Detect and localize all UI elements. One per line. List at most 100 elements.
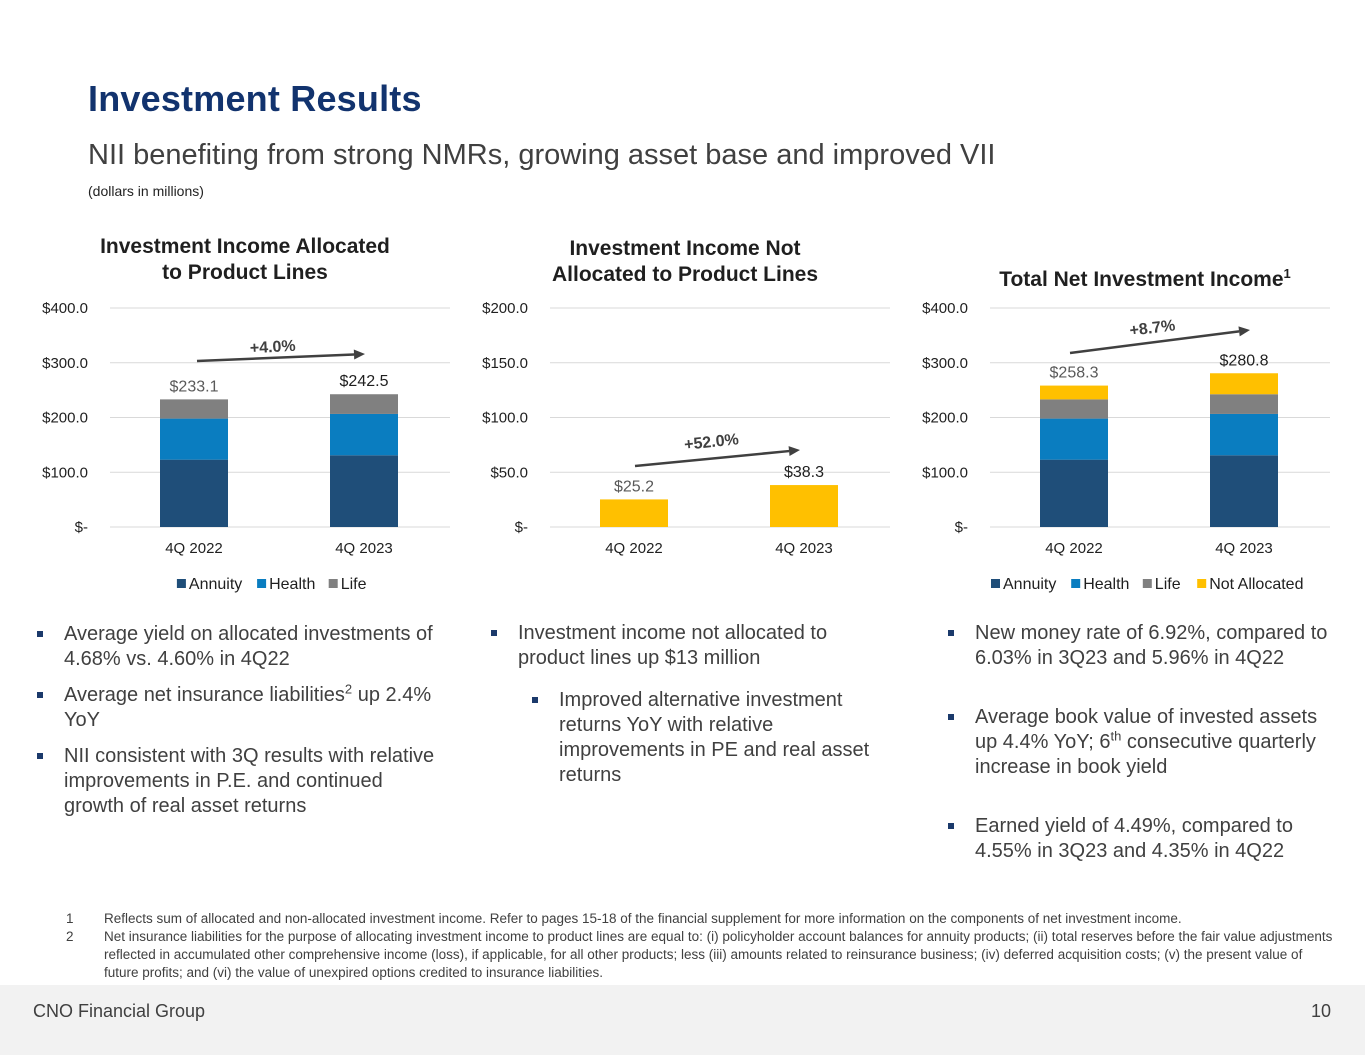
- growth-arrow-line: [634, 449, 790, 468]
- chart-2-title-line2: Allocated to Product Lines: [551, 263, 819, 286]
- legend-swatch-annuity: [991, 579, 1000, 588]
- bar-health-4q-2022: [1040, 418, 1108, 460]
- y-tick-label: $100.0: [482, 410, 528, 427]
- bullet-alt-investment-returns: Improved alternative investment returns …: [532, 688, 889, 788]
- y-tick-label: $300.0: [922, 355, 968, 372]
- footer-bar: CNO Financial Group 10: [0, 985, 1365, 1055]
- bullet-avg-yield: Average yield on allocated investments o…: [37, 622, 442, 672]
- legend-label-health: Health: [269, 576, 315, 593]
- growth-arrow-head: [788, 446, 800, 457]
- chart-1-title-line1: Investment Income Allocated: [100, 235, 390, 258]
- bullet-not-allocated-income: Investment income not allocated to produ…: [491, 621, 858, 671]
- page-title: Investment Results: [88, 78, 422, 119]
- bar-not-allocated-4q-2022: [600, 499, 668, 527]
- bar-total-label: $258.3: [1050, 365, 1099, 382]
- chart-allocated: $- $100.0 $200.0 $300.0 $400.0 $233.1 4Q 2022 $…: [42, 300, 450, 593]
- page-subtitle: NII benefiting from strong NMRs, growing…: [88, 139, 996, 171]
- growth-label: +52.0%: [683, 431, 739, 454]
- footnotes: 1 Reflects sum of allocated and non-allo…: [66, 910, 1336, 982]
- legend-label-health: Health: [1083, 576, 1129, 593]
- y-tick-label: $-: [75, 519, 88, 536]
- growth-label: +4.0%: [249, 338, 296, 357]
- bar-total-label: $233.1: [170, 378, 219, 395]
- bullet-book-value: Average book value of invested assets up…: [948, 705, 1343, 780]
- legend-swatch-life: [1142, 579, 1152, 588]
- bullets-col3: New money rate of 6.92%, compared to 6.0…: [948, 621, 1343, 864]
- y-tick-label: $200.0: [482, 300, 528, 317]
- bullet-text: Average net insurance liabilities: [64, 684, 345, 706]
- legend-label-life: Life: [1155, 576, 1181, 593]
- x-tick-label: 4Q 2022: [605, 540, 663, 557]
- y-tick-label: $200.0: [42, 410, 88, 427]
- bar-life-4q-2022: [160, 399, 228, 419]
- bar-total-label: $38.3: [784, 464, 824, 481]
- x-tick-label: 4Q 2023: [335, 540, 393, 557]
- footnote-number: 1: [66, 911, 74, 926]
- legend-label-annuity: Annuity: [189, 576, 242, 593]
- bar-not-allocated-4q-2023: [770, 485, 838, 527]
- bullet-nii-consistent: NII consistent with 3Q results with rela…: [37, 744, 442, 819]
- legend-swatch-life: [328, 579, 338, 588]
- y-tick-label: $100.0: [922, 464, 968, 481]
- legend-swatch-health: [257, 579, 267, 588]
- chart-1-title: Investment Income Allocated to Product L…: [60, 234, 430, 286]
- bar-health-4q-2023: [1210, 413, 1278, 456]
- bar-total-label: $280.8: [1220, 352, 1269, 369]
- bar-life-4q-2023: [330, 394, 398, 414]
- legend-label-life: Life: [341, 576, 367, 593]
- y-tick-label: $100.0: [42, 464, 88, 481]
- bar-health-4q-2023: [330, 413, 398, 456]
- bullets-col1: Average yield on allocated investments o…: [37, 622, 442, 819]
- footnote-text: Reflects sum of allocated and non-alloca…: [104, 911, 1182, 926]
- chart-3-title-text: Total Net Investment Income: [999, 268, 1284, 291]
- chart-2-title: Investment Income Not Allocated to Produ…: [500, 236, 870, 288]
- chart-total-nii: $- $100.0 $200.0 $300.0 $400.0 $258.3 4Q 2022 $…: [922, 300, 1330, 593]
- bar-health-4q-2022: [160, 418, 228, 460]
- bar-life-4q-2023: [1210, 394, 1278, 414]
- footnote-ref: 2: [344, 681, 353, 697]
- chart-3-title-footnote-ref: 1: [1283, 266, 1291, 281]
- chart-2-title-line1: Investment Income Not: [569, 237, 801, 260]
- y-tick-label: $200.0: [922, 410, 968, 427]
- x-tick-label: 4Q 2022: [1045, 540, 1103, 557]
- legend-swatch-health: [1071, 579, 1081, 588]
- legend-label-annuity: Annuity: [1003, 576, 1056, 593]
- bar-annuity-4q-2023: [330, 455, 398, 527]
- footnote-1: 1 Reflects sum of allocated and non-allo…: [66, 910, 1336, 928]
- bar-annuity-4q-2022: [1040, 459, 1108, 527]
- legend-swatch-annuity: [176, 579, 186, 588]
- bar-not-allocated-4q-2022: [1040, 385, 1108, 400]
- company-name: CNO Financial Group: [33, 1001, 206, 1021]
- chart-3-title: Total Net Investment Income1: [945, 261, 1345, 293]
- bar-life-4q-2022: [1040, 399, 1108, 419]
- bar-not-allocated-4q-2023: [1210, 373, 1278, 395]
- chart-not-allocated: $- $50.0 $100.0 $150.0 $200.0 $25.2 4Q 2022 $38…: [482, 300, 890, 557]
- x-tick-label: 4Q 2022: [165, 540, 223, 557]
- x-tick-label: 4Q 2023: [775, 540, 833, 557]
- footnote-text: Net insurance liabilities for the purpos…: [104, 929, 1333, 980]
- growth-arrow-line: [1069, 330, 1240, 355]
- page-number: 10: [1310, 1001, 1331, 1021]
- bullet-new-money-rate: New money rate of 6.92%, compared to 6.0…: [948, 621, 1340, 671]
- footnote-number: 2: [66, 929, 74, 944]
- y-tick-label: $-: [955, 519, 968, 536]
- y-tick-label: $400.0: [42, 300, 88, 317]
- bar-annuity-4q-2022: [160, 459, 228, 527]
- chart-1-title-line2: to Product Lines: [162, 261, 328, 284]
- y-tick-label: $-: [515, 519, 528, 536]
- y-tick-label: $150.0: [482, 355, 528, 372]
- x-tick-label: 4Q 2023: [1215, 540, 1273, 557]
- y-tick-label: $400.0: [922, 300, 968, 317]
- bullet-text: Average book value of invested assets up…: [975, 706, 1318, 753]
- bar-total-label: $242.5: [340, 373, 389, 390]
- bar-total-label: $25.2: [614, 478, 654, 495]
- y-tick-label: $50.0: [490, 464, 528, 481]
- growth-label: +8.7%: [1129, 317, 1177, 339]
- growth-arrow-line: [196, 353, 355, 363]
- bullet-text: up 2.4% YoY: [64, 684, 432, 731]
- bullets-col2: Investment income not allocated to produ…: [491, 621, 891, 788]
- bullet-earned-yield: Earned yield of 4.49%, compared to 4.55%…: [948, 814, 1320, 864]
- bullet-net-liabilities: Average net insurance liabilities2 up 2.…: [37, 681, 442, 733]
- superscript: th: [1110, 728, 1122, 744]
- footnote-2: 2 Net insurance liabilities for the purp…: [66, 928, 1336, 982]
